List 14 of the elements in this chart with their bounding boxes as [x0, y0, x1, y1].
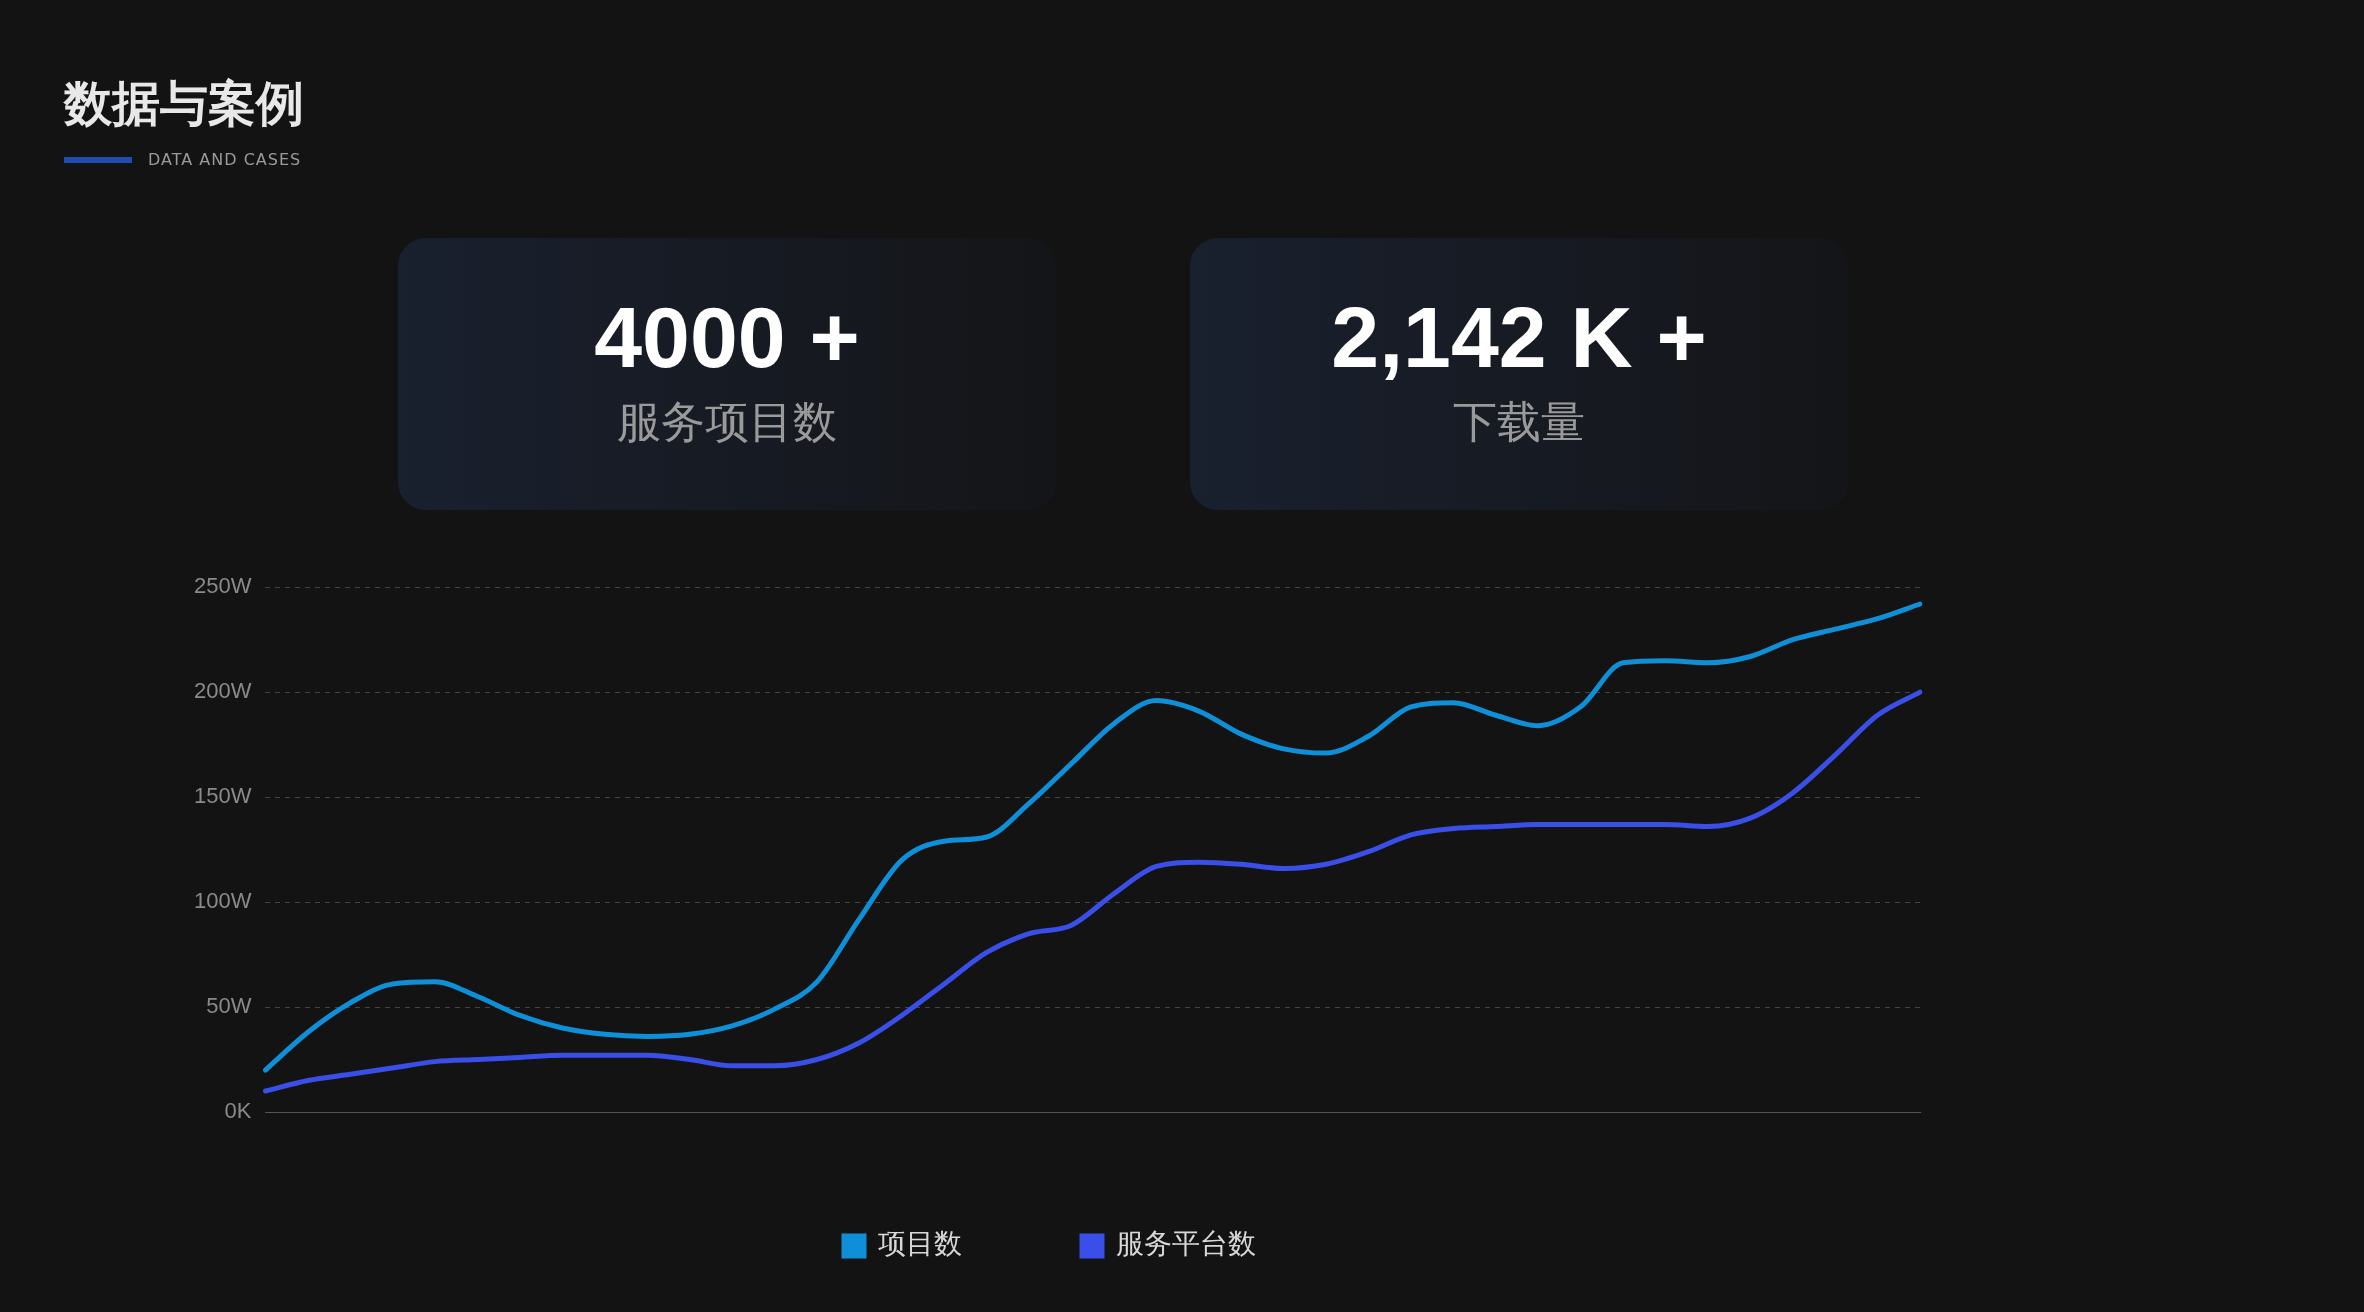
- text: 2,142 K +: [1330, 288, 1708, 387]
- y-tick-label: 150W: [193, 783, 252, 809]
- y-tick-label: 250W: [193, 573, 252, 599]
- text: 4000 +: [593, 288, 861, 387]
- y-tick-label: 0K: [224, 1098, 252, 1124]
- y-tick-label: 100W: [193, 888, 252, 914]
- chart-title: 数据与案例: [64, 74, 304, 133]
- legend-label: 项目数: [878, 1227, 962, 1261]
- text: 下载量: [1452, 395, 1586, 449]
- y-tick-label: 50W: [206, 993, 252, 1019]
- chart-subtitle: DATA AND CASES: [148, 150, 302, 169]
- y-tick-label: 200W: [193, 678, 252, 704]
- legend-label: 服务平台数: [1116, 1227, 1256, 1261]
- text: 服务项目数: [616, 395, 838, 449]
